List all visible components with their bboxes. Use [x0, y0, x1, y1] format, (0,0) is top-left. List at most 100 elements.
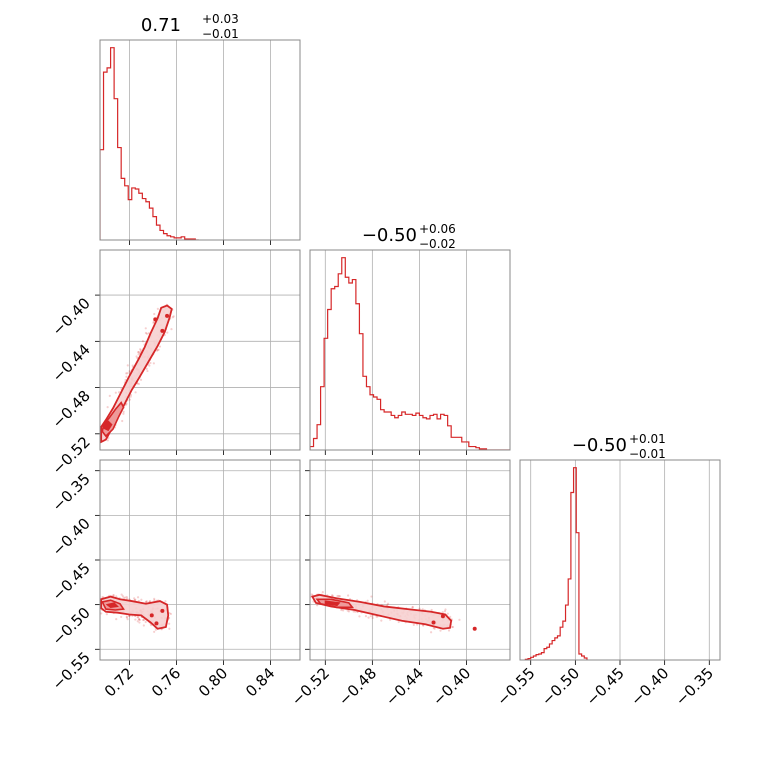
scatter-point: [126, 597, 129, 600]
contour-island: [431, 620, 436, 625]
panel-frame: [99, 459, 301, 661]
scatter-point: [443, 610, 447, 613]
title-p1-value: 0.71: [141, 15, 181, 36]
scatter-point: [134, 618, 137, 621]
scatter-point: [138, 618, 141, 621]
scatter-point: [316, 604, 319, 607]
scatter-point: [138, 618, 141, 622]
title-p3-plus: +0.01: [629, 432, 666, 446]
histogram-step: [524, 467, 588, 660]
y-tick-label: −0.50: [49, 604, 94, 649]
y-tick-label: −0.35: [49, 470, 94, 515]
scatter-point: [125, 615, 128, 618]
scatter-point: [126, 618, 129, 621]
scatter-point: [125, 375, 128, 378]
scatter-point: [142, 618, 146, 622]
scatter-point: [347, 610, 351, 613]
x-tick-label: −0.40: [429, 664, 474, 709]
contour-island: [165, 313, 170, 318]
scatter-point: [369, 615, 372, 618]
gridlines: [100, 250, 300, 450]
scatter-point: [105, 613, 108, 616]
scatter-point: [137, 351, 140, 354]
scatter-point: [444, 608, 447, 611]
scatter-point: [148, 599, 152, 603]
scatter-point: [364, 614, 368, 618]
scatter-point: [114, 391, 117, 394]
scatter-point: [386, 602, 390, 605]
title-p3: −0.50 +0.01 −0.01: [572, 432, 666, 461]
scatter-point: [138, 621, 141, 624]
scatter-point: [347, 594, 350, 597]
scatter-point: [144, 331, 148, 335]
scatter-point: [157, 348, 160, 351]
scatter-point: [106, 439, 109, 442]
scatter-point: [153, 312, 156, 316]
scatter-point: [383, 600, 386, 603]
scatter-point: [133, 597, 136, 600]
scatter-point: [144, 600, 147, 604]
scatter-point: [386, 604, 389, 607]
scatter-point: [366, 599, 369, 602]
x-tick-label: −0.44: [382, 664, 427, 709]
scatter-point: [367, 616, 370, 619]
scatter-point: [137, 350, 140, 354]
scatter-point: [340, 608, 343, 612]
title-p2-plus: +0.06: [419, 222, 456, 236]
scatter-point: [145, 332, 149, 335]
title-p1-minus: −0.01: [202, 27, 239, 41]
x-tick-label: −0.48: [335, 664, 380, 709]
scatter-point: [131, 364, 134, 367]
scatter-point: [134, 391, 137, 394]
x-tick-label: 0.72: [101, 664, 137, 700]
scatter-point: [389, 618, 392, 621]
histogram-step: [100, 47, 199, 240]
contour-core: [324, 600, 341, 607]
scatter-layer: [310, 591, 477, 634]
contour-island: [153, 317, 158, 322]
scatter-point: [137, 615, 140, 619]
scatter-point: [139, 348, 142, 351]
scatter-point: [142, 618, 145, 622]
scatter-point: [433, 627, 436, 630]
scatter-point: [139, 378, 143, 381]
y-tick-label: −0.52: [49, 433, 94, 478]
scatter-point: [108, 394, 111, 398]
scatter-point: [100, 612, 103, 615]
x-tick-label: −0.40: [627, 664, 672, 709]
y-tick-label: −0.40: [49, 514, 94, 559]
scatter-point: [115, 595, 118, 598]
y-tick-label: −0.48: [49, 387, 94, 432]
scatter-point: [338, 595, 342, 598]
scatter-point: [330, 594, 334, 597]
scatter-point: [144, 620, 147, 624]
scatter-point: [446, 612, 449, 615]
scatter-point: [412, 623, 415, 627]
scatter-point: [148, 364, 151, 367]
scatter-point: [439, 629, 442, 632]
contour-island: [154, 621, 159, 626]
scatter-point: [331, 594, 334, 597]
scatter-point: [97, 425, 99, 427]
scatter-point: [158, 345, 162, 348]
y-tick-label: −0.55: [49, 648, 94, 693]
gridlines: [129, 40, 271, 240]
title-p2: −0.50 +0.06 −0.02: [362, 222, 456, 251]
scatter-point: [106, 406, 109, 409]
scatter-point: [352, 610, 355, 613]
panel-p1-vs-p3: 0.72 0.76 0.80 0.84 −0.35−0.40−0.45−0.50−0.5…: [49, 459, 301, 700]
scatter-point: [136, 620, 139, 623]
scatter-point: [137, 382, 140, 386]
title-p1: 0.71 +0.03 −0.01: [141, 12, 239, 41]
scatter-point: [135, 355, 138, 358]
scatter-point: [375, 615, 378, 618]
gridlines: [530, 460, 710, 660]
y-tick-label: −0.45: [49, 559, 94, 604]
scatter-point: [122, 412, 125, 415]
scatter-point: [129, 395, 132, 398]
scatter-point: [128, 369, 131, 373]
scatter-point: [441, 611, 444, 614]
scatter-point: [430, 608, 433, 612]
contour-island: [472, 626, 477, 631]
scatter-point: [358, 615, 361, 618]
